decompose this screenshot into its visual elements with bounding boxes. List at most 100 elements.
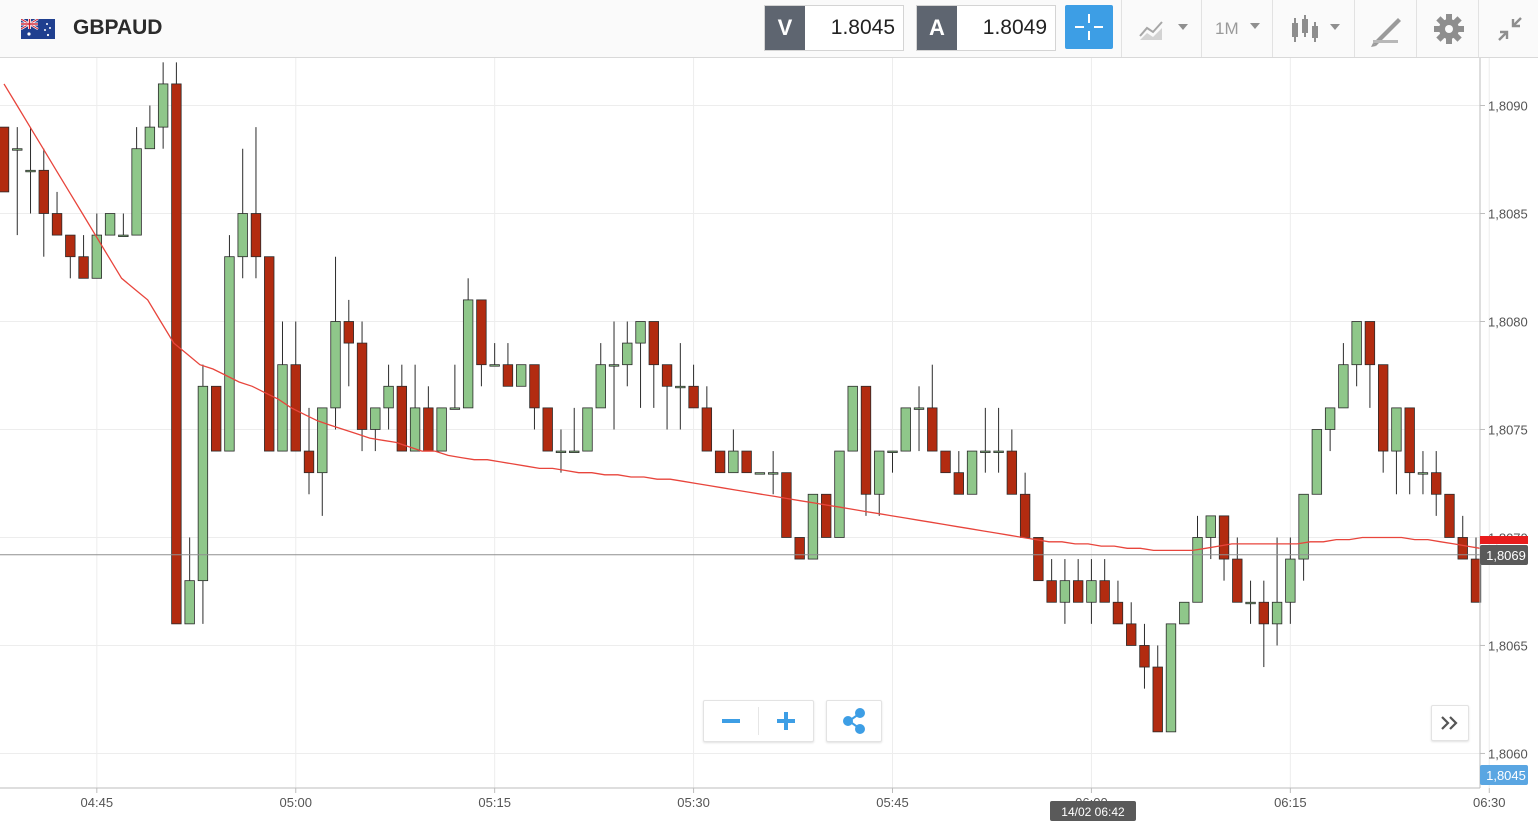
y-tick-label: 1,8060	[1488, 746, 1528, 761]
candle-body	[25, 169, 36, 173]
candle-body	[595, 364, 606, 409]
y-tick-label: 1,8065	[1488, 638, 1528, 653]
candle-body	[409, 407, 421, 452]
candle-body	[423, 407, 434, 452]
candle	[1444, 493, 1455, 538]
collapse-button[interactable]	[1479, 0, 1538, 57]
candle-body	[370, 407, 381, 430]
double-chevron-right-icon	[1441, 716, 1458, 730]
candle	[675, 343, 686, 430]
candle-body	[1072, 580, 1084, 603]
candle	[1006, 429, 1018, 495]
candle-body	[1391, 407, 1402, 452]
candle	[104, 213, 116, 236]
candle-body	[794, 537, 805, 560]
zoom-in-button[interactable]	[759, 701, 813, 741]
candle	[529, 364, 540, 430]
candle	[184, 537, 195, 625]
bid-price-button[interactable]: V 1.8045	[764, 5, 904, 51]
candle-body	[608, 364, 620, 367]
candle-body	[1404, 407, 1415, 474]
candle	[144, 105, 156, 150]
gb-au-flag-icon	[21, 19, 55, 39]
chart-type-button[interactable]	[1122, 0, 1200, 57]
candle-body	[356, 342, 368, 430]
candle	[502, 343, 514, 387]
candles-button[interactable]	[1273, 0, 1353, 57]
price-chart[interactable]: 1,80601,80651,80701,80751,80801,80851,80…	[0, 58, 1538, 821]
candle-body	[502, 364, 514, 387]
candle	[1245, 580, 1256, 624]
candle-body	[887, 450, 898, 453]
candle	[940, 450, 951, 474]
candle	[582, 407, 593, 452]
candle	[489, 343, 500, 367]
share-button[interactable]	[826, 700, 882, 742]
candle	[197, 364, 209, 624]
candle	[423, 386, 434, 452]
toolbar: GBPAUD V 1.8045 A 1.8049 1M	[0, 0, 1538, 58]
candle-body	[1258, 601, 1269, 625]
candle-body	[1165, 623, 1177, 733]
chart-type-icon	[1139, 21, 1188, 40]
candle	[25, 127, 36, 214]
candle-body	[1298, 493, 1309, 560]
zoom-out-button[interactable]	[704, 701, 758, 741]
candle-body	[436, 407, 447, 452]
scroll-to-latest-button[interactable]	[1431, 705, 1469, 741]
candle	[622, 321, 633, 387]
candle	[277, 321, 288, 452]
x-tick-label: 06:15	[1274, 795, 1307, 810]
crosshair-price-label: 1,8069	[1486, 548, 1526, 563]
candle-body	[542, 407, 553, 452]
candle	[78, 235, 89, 279]
x-tick-label: 05:15	[478, 795, 511, 810]
candle-body	[65, 234, 76, 258]
candle-body	[874, 450, 885, 495]
candle-body	[1086, 580, 1097, 603]
candle	[980, 407, 991, 473]
candle-body	[980, 450, 991, 453]
candle	[476, 299, 487, 387]
candle	[1165, 623, 1177, 733]
candle-body	[1112, 601, 1124, 625]
candle-body	[847, 385, 858, 452]
candle-body	[754, 472, 766, 475]
candle-body	[343, 321, 354, 344]
timeframe-button[interactable]: 1M	[1202, 0, 1271, 57]
candle	[317, 407, 328, 516]
candle	[953, 451, 964, 495]
candle-body	[197, 385, 209, 582]
candle-body	[237, 213, 248, 258]
crosshair-button[interactable]	[1065, 5, 1113, 49]
settings-button[interactable]	[1417, 0, 1477, 57]
chevron-down-icon	[1250, 23, 1260, 29]
candle	[237, 148, 248, 279]
candle-body	[966, 450, 978, 495]
candle-body	[1364, 321, 1376, 366]
candle-body	[569, 450, 580, 453]
candle	[1033, 537, 1044, 582]
candle	[1099, 559, 1110, 603]
candle	[224, 235, 235, 452]
candle	[1285, 537, 1296, 624]
x-tick-label: 06:30	[1473, 795, 1506, 810]
candle-body	[91, 234, 103, 279]
candle	[1338, 343, 1349, 409]
candle-body	[383, 385, 394, 409]
crosshair-icon	[1075, 14, 1103, 40]
candle	[595, 343, 606, 409]
candle	[900, 407, 911, 452]
candle-body	[1444, 493, 1455, 538]
candle	[1179, 601, 1190, 625]
candle-body	[317, 407, 328, 474]
bid-value: 1.8045	[830, 16, 895, 39]
candle-body	[1019, 493, 1031, 538]
candle	[1377, 364, 1389, 473]
candle-body	[940, 450, 951, 474]
candle	[1404, 407, 1415, 495]
candle	[1298, 493, 1309, 581]
candle	[1086, 559, 1097, 624]
drawing-tools-button[interactable]	[1355, 0, 1415, 57]
ask-price-button[interactable]: A 1.8049	[916, 5, 1056, 51]
